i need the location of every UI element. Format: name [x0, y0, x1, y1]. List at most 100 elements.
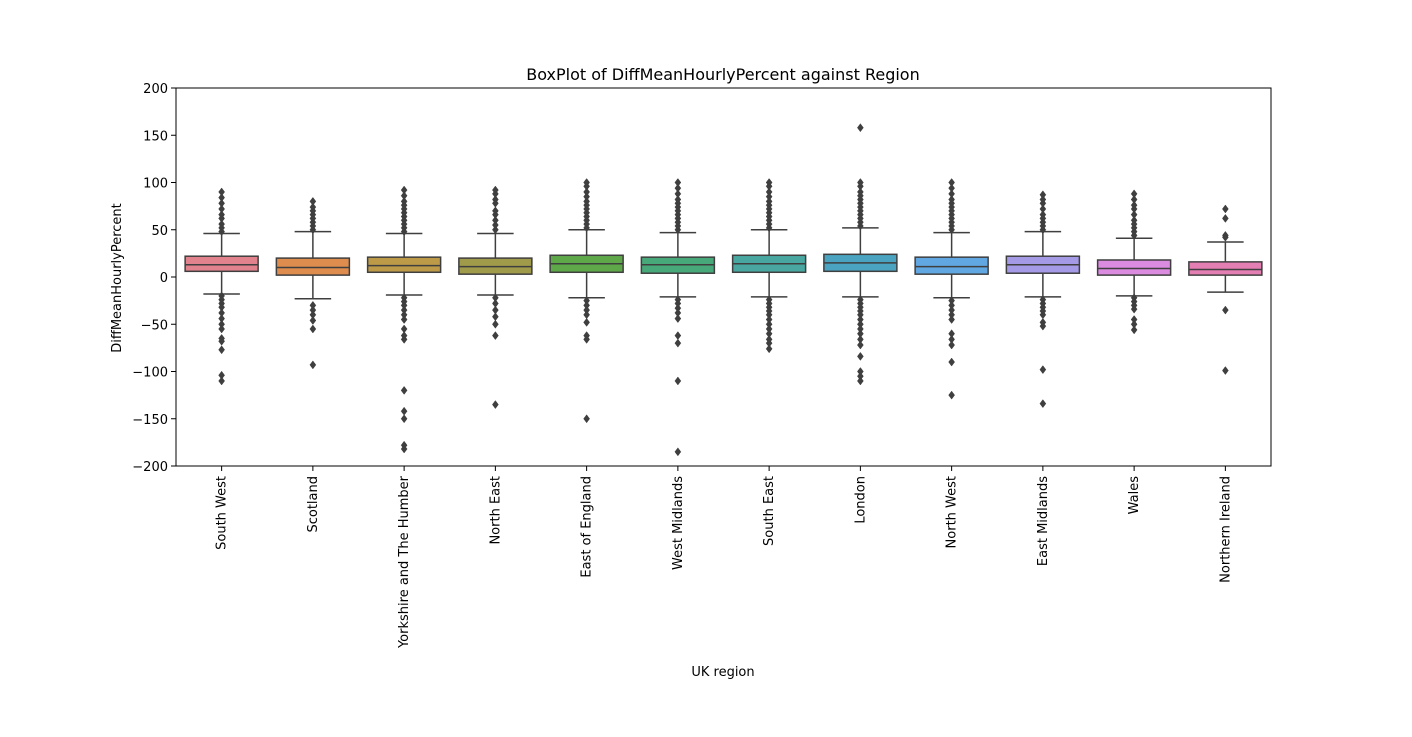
outlier-point: [400, 385, 408, 395]
outlier-point: [1222, 204, 1229, 214]
outlier-point: [948, 189, 955, 199]
box-iqr: [275, 257, 351, 276]
box-iqr: [914, 256, 989, 275]
outlier-point: [492, 206, 499, 216]
outlier-point: [492, 225, 499, 235]
outlier-point: [765, 196, 773, 206]
outlier-point: [400, 406, 408, 416]
outlier-point: [857, 376, 864, 386]
plot-area: −200 −150 −100 −50 0 50 100 150 200 South West Sco…: [132, 82, 1272, 649]
outlier-point: [857, 187, 864, 197]
y-tick-label: −150: [132, 413, 168, 428]
outlier-point: [1222, 305, 1229, 315]
outlier-point: [674, 447, 682, 457]
box-iqr: [1096, 259, 1172, 276]
outlier-point: [492, 185, 499, 195]
outlier-point: [218, 204, 225, 214]
outlier-point: [218, 193, 225, 203]
outlier-point: [309, 360, 317, 370]
x-tick-label: Scotland: [306, 476, 321, 533]
outlier-point: [674, 314, 682, 323]
outlier-point: [492, 215, 499, 225]
y-tick-label: 200: [143, 82, 168, 97]
x-tick-label: Northern Ireland: [1218, 476, 1233, 583]
outlier-point: [218, 198, 225, 208]
outlier-point: [674, 338, 682, 348]
x-tick-label: South East: [762, 476, 777, 546]
outlier-point: [1130, 200, 1138, 210]
outlier-point: [674, 195, 682, 204]
outlier-point: [218, 219, 225, 229]
outlier-point: [492, 220, 499, 230]
outlier-point: [1039, 321, 1047, 331]
outlier-point: [400, 185, 408, 195]
x-tick-label: North East: [488, 476, 503, 545]
outlier-point: [1039, 365, 1047, 375]
outlier-point: [218, 345, 225, 355]
outlier-point: [218, 210, 225, 220]
outlier-point: [857, 351, 864, 361]
outlier-point: [1039, 195, 1047, 204]
outlier-point: [765, 344, 773, 354]
outlier-point: [948, 178, 955, 187]
plot-frame: [175, 87, 1272, 467]
x-tick-label: London: [853, 476, 868, 524]
outlier-point: [1039, 210, 1047, 220]
outlier-point: [857, 123, 864, 133]
outlier-point: [492, 400, 499, 409]
y-tick-label: 150: [143, 129, 168, 144]
outlier-point: [1130, 189, 1138, 199]
outlier-point: [674, 178, 682, 187]
outlier-point: [583, 414, 590, 424]
box-iqr: [1188, 261, 1263, 276]
outlier-point: [583, 192, 590, 202]
outlier-point: [400, 414, 408, 424]
outlier-point: [948, 195, 955, 204]
outlier-point: [674, 183, 682, 193]
outlier-point: [948, 340, 955, 350]
y-tick-label: −50: [141, 318, 168, 333]
outlier-point: [400, 444, 408, 454]
outlier-point: [857, 340, 864, 350]
outlier-point: [492, 319, 499, 329]
outlier-point: [765, 192, 773, 202]
outlier-point: [492, 312, 499, 322]
outlier-point: [309, 324, 317, 334]
outlier-point: [948, 357, 955, 367]
x-tick-label: Wales: [1127, 476, 1142, 515]
outlier-point: [583, 310, 590, 320]
outlier-point: [1130, 325, 1138, 335]
outlier-point: [309, 196, 317, 206]
outlier-point: [583, 334, 590, 344]
outlier-point: [1039, 204, 1047, 214]
outlier-point: [1222, 366, 1229, 375]
outlier-point: [948, 183, 955, 193]
outlier-point: [1039, 399, 1047, 409]
outlier-point: [1222, 213, 1229, 223]
outlier-point: [1130, 210, 1138, 220]
x-tick-label: Yorkshire and The Humber: [397, 475, 412, 649]
y-tick-label: −200: [132, 460, 168, 475]
outlier-point: [400, 334, 408, 344]
x-tick-label: West Midlands: [671, 476, 686, 570]
outlier-point: [492, 195, 499, 204]
outlier-point: [948, 315, 955, 324]
outlier-point: [583, 317, 590, 327]
chart-title: BoxPlot of DiffMeanHourlyPercent against…: [526, 65, 919, 84]
y-tick-label: −100: [132, 366, 168, 381]
outlier-point: [674, 189, 682, 199]
outlier-point: [1130, 304, 1138, 314]
outlier-point: [309, 202, 317, 212]
outlier-point: [765, 178, 773, 187]
outlier-point: [583, 178, 590, 187]
outlier-point: [218, 336, 225, 346]
x-tick-label: East Midlands: [1036, 476, 1051, 566]
outlier-point: [1222, 231, 1229, 240]
y-axis-label: DiffMeanHourlyPercent: [110, 203, 125, 353]
x-tick-label: South West: [215, 476, 230, 550]
y-tick-label: 100: [143, 177, 168, 192]
outlier-point: [492, 331, 499, 341]
outlier-point: [857, 178, 864, 187]
